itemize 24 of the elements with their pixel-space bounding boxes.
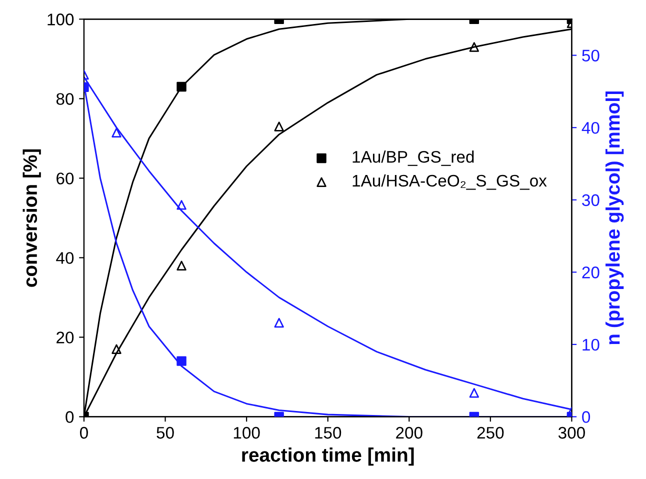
legend-label: 1Au/HSA-CeO₂_S_GS_ox xyxy=(352,174,547,190)
y-axis-title: conversion [%] xyxy=(22,149,41,287)
y2-tick-label: 20 xyxy=(582,266,600,278)
x-tick-label: 150 xyxy=(315,426,342,439)
x-tick-label: 50 xyxy=(156,426,174,439)
y2-tick-label: 30 xyxy=(582,194,600,206)
x-tick-label: 300 xyxy=(558,426,585,439)
y2-tick-label: 50 xyxy=(582,50,600,62)
y2-tick-label: 0 xyxy=(582,411,590,423)
y-tick-label: 0 xyxy=(66,411,74,423)
y-tick-label: 60 xyxy=(56,172,74,184)
x-tick-label: 250 xyxy=(477,426,504,439)
x-tick-label: 100 xyxy=(234,426,260,439)
x-axis-title: reaction time [min] xyxy=(242,448,414,466)
x-tick-label: 200 xyxy=(396,426,422,439)
x-tick-label: 0 xyxy=(80,426,88,439)
y-tick-label: 80 xyxy=(56,93,74,105)
legend-label: 1Au/BP_GS_red xyxy=(352,150,474,166)
y2-axis-title: n (propylene glycol) [mmol] xyxy=(606,92,624,344)
y-tick-label: 20 xyxy=(56,332,74,344)
y-tick-label: 40 xyxy=(56,252,74,264)
y2-tick-label: 40 xyxy=(582,122,600,134)
y2-tick-label: 10 xyxy=(582,338,600,351)
y-tick-label: 100 xyxy=(48,14,74,26)
